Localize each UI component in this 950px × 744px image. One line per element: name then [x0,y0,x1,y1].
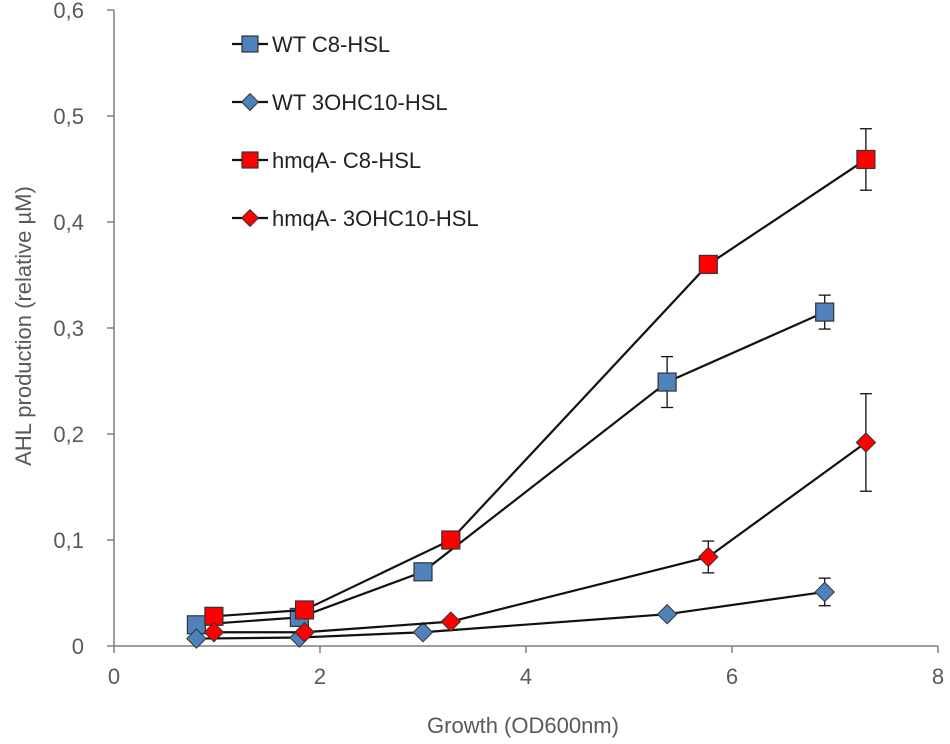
x-tick-label: 2 [314,664,326,689]
y-ticks: 0 0,1 0,2 0,3 0,4 0,5 0,6 [53,0,114,659]
legend-label: WT 3OHC10-HSL [272,90,448,115]
legend-marker [240,92,260,112]
y-tick-label: 0,3 [53,316,84,341]
data-point [294,600,315,620]
legend-marker [241,151,259,169]
y-tick-label: 0,1 [53,528,84,553]
legend-item: WT C8-HSL [232,32,390,57]
series-4 [203,393,877,643]
y-tick-label: 0 [72,634,84,659]
y-tick-label: 0,4 [53,210,84,235]
data-point [440,611,462,632]
data-point [815,302,835,322]
data-point [855,432,877,453]
data-point [412,621,434,643]
legend-label: hmqA- 3OHC10-HSL [272,206,479,231]
data-point [203,621,225,643]
legend-item: WT 3OHC10-HSL [232,90,448,115]
series-layer [186,128,877,649]
y-axis-title: AHL production (relative µM) [11,186,36,466]
x-tick-label: 8 [932,664,944,689]
data-point [294,621,315,643]
data-point [698,546,719,568]
data-point [186,628,207,649]
axes [113,10,938,647]
data-point [656,603,678,625]
data-point [698,254,718,274]
x-tick-label: 6 [726,664,738,689]
data-point [413,562,433,582]
y-tick-label: 0,5 [53,104,84,129]
legend-label: hmqA- C8-HSL [272,148,421,173]
legend-marker [240,208,260,228]
series-2 [186,577,836,649]
x-axis-title: Growth (OD600nm) [427,713,619,738]
y-tick-label: 0,2 [53,422,84,447]
legend-item: hmqA- 3OHC10-HSL [232,206,479,231]
y-tick-label: 0,6 [53,0,84,23]
data-point [657,372,677,392]
data-point [441,530,461,550]
data-point [856,149,876,170]
legend: WT C8-HSL WT 3OHC10-HSL hmqA- C8-HSL hmqA- … [232,32,479,231]
x-tick-label: 0 [108,664,120,689]
legend-label: WT C8-HSL [272,32,390,57]
x-tick-label: 4 [520,664,532,689]
data-point [814,581,836,603]
legend-item: hmqA- C8-HSL [232,148,421,173]
legend-marker [241,35,259,53]
series-1 [186,294,835,635]
series-line [196,311,826,626]
series-3 [204,128,876,626]
x-ticks: 0 2 4 6 8 [108,646,944,689]
